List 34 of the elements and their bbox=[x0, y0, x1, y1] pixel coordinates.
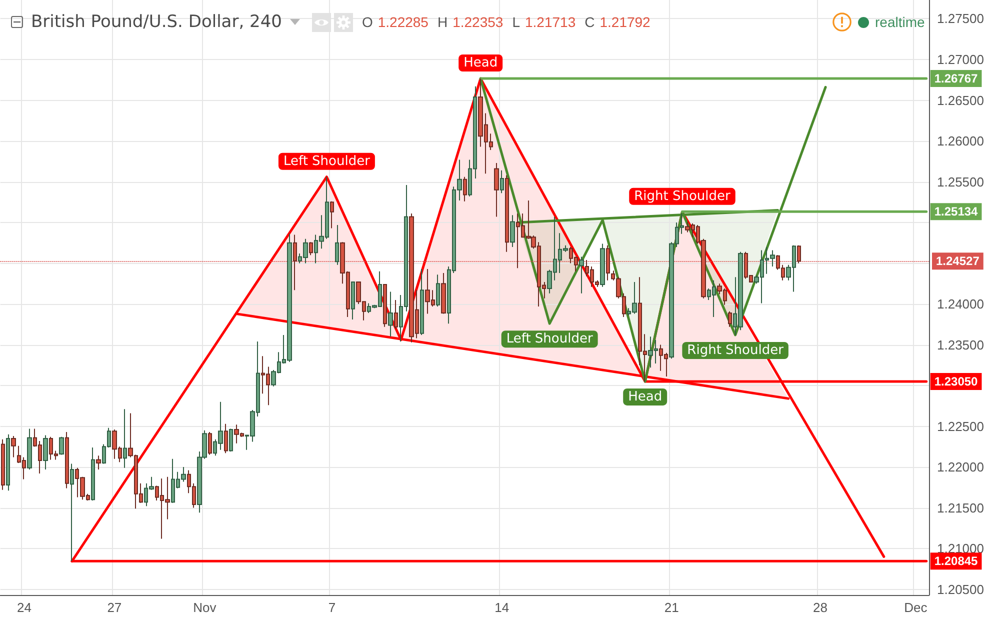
y-tick-label: 1.21500 bbox=[937, 500, 984, 516]
text: British Pound/U.S. Dollar, 240 bbox=[31, 11, 282, 33]
data-label: 1.26767 bbox=[934, 71, 978, 86]
x-tick-label: 24 bbox=[16, 600, 32, 615]
x-tick-label: 21 bbox=[664, 600, 679, 615]
y-tick-label: 1.21000 bbox=[937, 541, 984, 556]
data-label: Head bbox=[628, 389, 662, 404]
y-tick-label: 1.27000 bbox=[937, 52, 984, 67]
y-tick-label: 1.27500 bbox=[937, 11, 984, 26]
data-label: 1.23050 bbox=[934, 374, 978, 388]
y-tick-label: 1.22500 bbox=[937, 418, 984, 434]
data-label: Right Shoulder bbox=[634, 188, 732, 204]
x-tick-label: 7 bbox=[328, 600, 336, 615]
ref-line-label: 1.24527 bbox=[936, 254, 980, 268]
data-label: Right Shoulder bbox=[687, 342, 784, 358]
y-tick-label: 1.26500 bbox=[937, 92, 984, 108]
x-tick-label: 27 bbox=[107, 600, 122, 615]
data-label: 1.20845 bbox=[934, 554, 978, 568]
x-tick-label: Nov bbox=[193, 600, 217, 615]
y-tick-label: 1.22000 bbox=[937, 460, 984, 475]
x-tick-label: 28 bbox=[812, 600, 828, 615]
y-tick-label: 1.20500 bbox=[937, 582, 984, 597]
data-label: Left Shoulder bbox=[506, 332, 594, 347]
x-tick-label: 14 bbox=[494, 600, 510, 615]
data-label: 1.25134 bbox=[934, 204, 978, 219]
data-label: Head bbox=[464, 55, 498, 70]
y-tick-label: 1.24000 bbox=[937, 296, 984, 312]
y-tick-label: 1.23500 bbox=[937, 337, 984, 352]
x-tick-label: Dec bbox=[904, 600, 928, 615]
annotation: realtime bbox=[875, 14, 925, 30]
y-tick-label: 1.26000 bbox=[937, 134, 984, 149]
data-label: Left Shoulder bbox=[283, 154, 371, 169]
y-tick-label: 1.25500 bbox=[937, 174, 984, 190]
annotation: O 1.22285 H 1.22353 L 1.21713 C 1.21792 bbox=[362, 14, 650, 30]
